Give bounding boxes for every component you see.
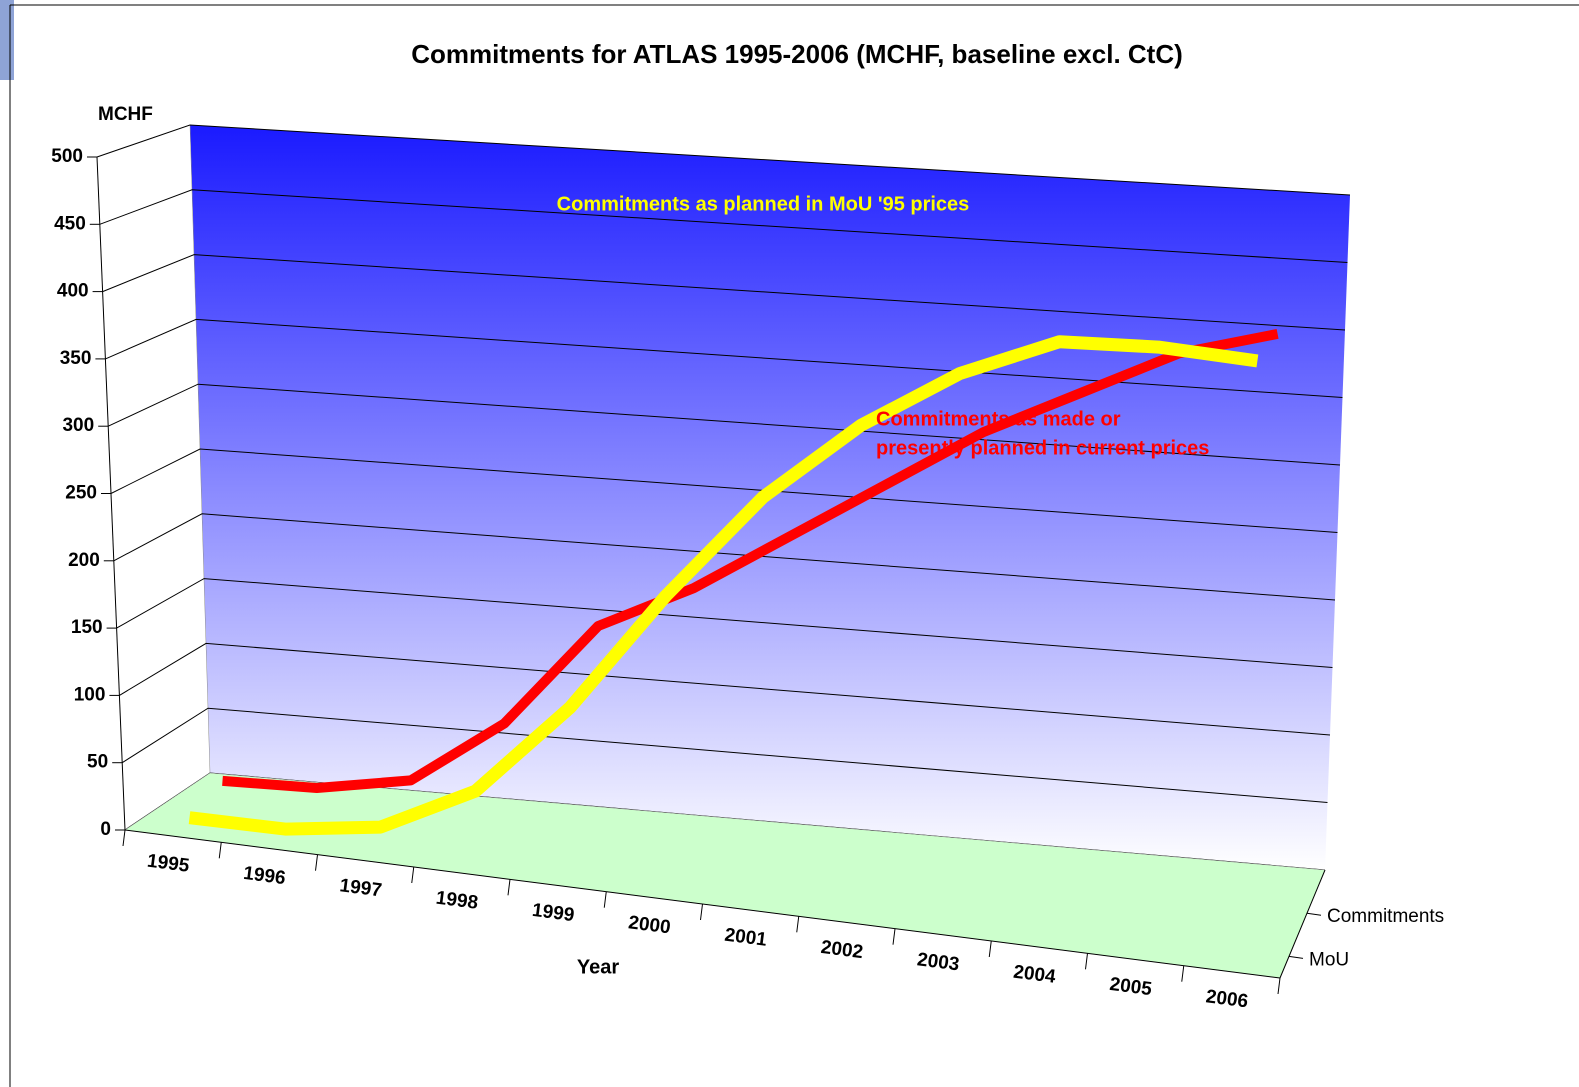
x-tick-label: 2005 (1108, 974, 1153, 1000)
y-tick-label: 400 (57, 281, 89, 302)
series-line (188, 335, 1259, 836)
chart-title: Commitments for ATLAS 1995-2006 (MCHF, b… (411, 39, 1183, 69)
x-tick (988, 940, 992, 958)
x-tick-label: 2004 (1012, 962, 1057, 988)
depth-tick (1288, 955, 1304, 959)
x-axis-label: Year (577, 956, 619, 978)
x-tick (1085, 953, 1088, 970)
x-axis (124, 829, 1281, 979)
x-tick-label: 1995 (146, 851, 191, 877)
y-axis-label: MCHF (98, 104, 153, 125)
legend-label: MoU (1309, 949, 1349, 970)
grid-line (116, 578, 1333, 668)
grid-line (96, 124, 1351, 196)
x-tick-label: 2000 (627, 912, 672, 938)
y-axis (96, 156, 126, 831)
x-tick (411, 866, 415, 884)
grid-line (102, 254, 1346, 331)
grid-line (107, 383, 1341, 466)
grid-line (99, 189, 1348, 263)
y-tick-label: 300 (62, 415, 94, 436)
x-tick-label: 2003 (916, 949, 961, 975)
x-tick (892, 928, 896, 945)
y-tick-label: 50 (87, 752, 108, 773)
y-tick-label: 350 (60, 348, 92, 369)
grid-line (113, 513, 1336, 601)
annotation: Commitments as made or (876, 408, 1121, 430)
x-tick (1181, 965, 1185, 982)
x-tick (603, 891, 607, 908)
x-tick (507, 879, 511, 896)
x-tick-label: 1997 (338, 875, 383, 901)
x-tick-label: 2001 (723, 925, 768, 951)
y-tick-label: 500 (51, 146, 83, 167)
x-tick (315, 854, 318, 871)
grid-line (110, 448, 1338, 533)
side-wall (96, 124, 211, 831)
y-tick-label: 250 (65, 483, 97, 504)
x-tick-label: 1996 (242, 863, 287, 889)
x-tick-label: 1998 (435, 888, 480, 914)
series-line (222, 328, 1279, 793)
legend-label: Commitments (1327, 906, 1444, 927)
x-tick (1277, 977, 1281, 995)
grid-line (121, 707, 1328, 803)
x-tick-label: 2002 (820, 937, 865, 963)
depth-tick (1306, 912, 1322, 916)
y-tick-label: 0 (100, 819, 111, 840)
x-tick (700, 903, 703, 921)
plot-area: 0 50 100 150 200 250 300 350 400 450 500 1995 1996 19… (51, 124, 1444, 1012)
annotation: Commitments as planned in MoU '95 prices (557, 193, 970, 215)
x-tick-label: 1999 (531, 900, 576, 926)
x-tick (796, 916, 800, 933)
y-tick-label: 150 (71, 617, 103, 638)
grid-line (119, 642, 1331, 736)
y-tick-label: 200 (68, 550, 100, 571)
x-tick-label: 2006 (1205, 986, 1250, 1012)
depth-axis (1279, 869, 1326, 979)
y-tick-label: 100 (74, 684, 106, 705)
x-tick (218, 842, 222, 859)
annotation: presently planned in current prices (876, 437, 1209, 459)
x-tick (122, 829, 126, 847)
slide-corner (0, 0, 14, 80)
y-tick-label: 450 (54, 213, 86, 234)
